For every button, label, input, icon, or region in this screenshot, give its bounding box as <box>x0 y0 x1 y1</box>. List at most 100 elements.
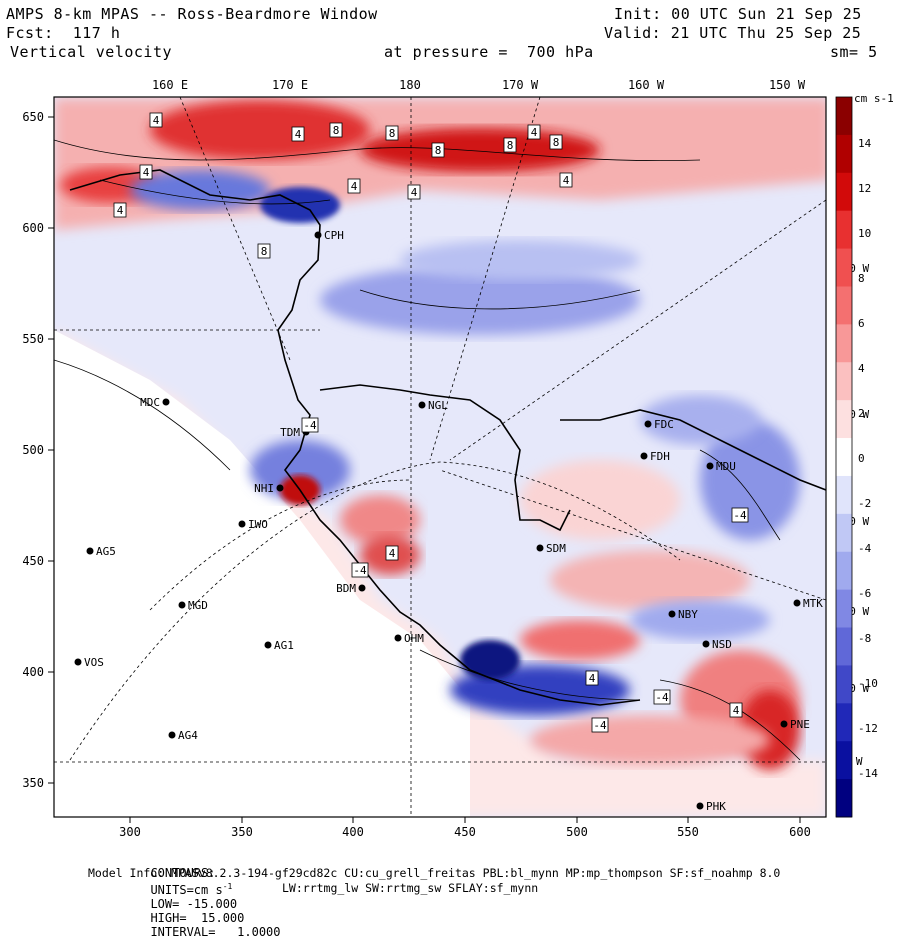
station-dot <box>536 544 544 552</box>
station-dot <box>780 720 788 728</box>
station-label: NGL <box>428 399 448 412</box>
low-value: LOW= -15.000 <box>150 897 238 911</box>
colorbar-segment <box>836 589 852 629</box>
colorbar-label: 2 <box>858 407 865 420</box>
station-dot <box>418 401 426 409</box>
station-label: PNE <box>790 718 810 731</box>
contour-box <box>527 124 541 140</box>
contour-value-boxes: 4 4 4 4 8 8 8 4 4 8 8 4 4 8 -4 -4 4 -4 4 -4 4 -4 <box>113 112 749 733</box>
colorbar-label: 10 <box>858 227 871 240</box>
colorbar-segment <box>836 703 852 742</box>
contours-label: CONTOURS: <box>150 866 216 880</box>
contour-box <box>503 137 517 153</box>
contour-box <box>257 243 271 259</box>
contour-box <box>139 164 153 180</box>
contour-box <box>113 202 127 218</box>
contour-box <box>291 126 305 142</box>
contour-box <box>351 562 369 578</box>
station-dot <box>394 634 402 642</box>
colorbar-label: -14 <box>858 767 878 780</box>
colorbar-label: -10 <box>858 677 878 690</box>
station-dot <box>264 641 272 649</box>
station-dot <box>314 231 322 239</box>
station-label: CPH <box>324 229 344 242</box>
contour-box <box>407 184 421 200</box>
contour-box-label: 4 <box>351 180 358 193</box>
contour-box <box>731 507 749 523</box>
contour-box <box>301 417 319 433</box>
contour-box-label: 4 <box>143 166 150 179</box>
high-value: HIGH= 15.000 <box>150 911 245 925</box>
station-label: IWO <box>248 518 268 531</box>
smoothing: sm= 5 <box>830 43 878 61</box>
station-dot <box>162 398 170 406</box>
colorbar-label: -2 <box>858 497 871 510</box>
colorbar-segment <box>836 513 852 553</box>
forecast-hour: Fcst: 117 h <box>6 24 121 42</box>
colorbar-label: 14 <box>858 137 872 150</box>
contour-box-label: 8 <box>333 124 340 137</box>
colorbar-segment <box>836 400 852 439</box>
contour-box <box>329 122 343 138</box>
contour-box-label: 4 <box>531 126 538 139</box>
units-label: UNITS=cm s <box>150 883 223 897</box>
field-shading <box>54 97 826 817</box>
station-dot <box>358 584 366 592</box>
station-label: MDU <box>716 460 736 473</box>
contour-box-label: -4 <box>733 509 747 522</box>
x-tick-label: 400 <box>342 825 364 839</box>
valid-time: Valid: 21 UTC Thu 25 Sep 25 <box>604 24 862 42</box>
top-axis-label: 150 W <box>769 78 806 92</box>
colorbar-segment <box>836 665 852 704</box>
station-label: SDM <box>546 542 566 555</box>
contour-box <box>385 125 399 141</box>
station-dot <box>793 599 801 607</box>
x-axis-ticks: 300 350 400 450 500 550 600 <box>119 817 811 839</box>
top-axis-label: 170 E <box>272 78 308 92</box>
colorbar-segment <box>836 627 852 666</box>
contour-box-label: 8 <box>389 127 396 140</box>
station-label: AG5 <box>96 545 116 558</box>
station-dot <box>178 601 186 609</box>
station-label: VOS <box>84 656 104 669</box>
colorbar-label: -4 <box>858 542 872 555</box>
units-exponent: -1 <box>222 882 233 891</box>
colorbar: cm s-1 14 12 10 8 6 4 2 0 -2 -4 -6 -8 -10 -12 -14 <box>835 92 894 818</box>
station-dot <box>86 547 94 555</box>
colorbar-label: 8 <box>858 272 865 285</box>
plot-frame <box>53 96 827 818</box>
colorbar-segment <box>836 362 852 401</box>
station-label: BDM <box>336 582 356 595</box>
station-label: FDC <box>654 418 674 431</box>
contour-box-label: 4 <box>117 204 124 217</box>
station-label: FDH <box>650 450 670 463</box>
station-dot <box>168 731 176 739</box>
contour-box-label: 4 <box>411 186 418 199</box>
colorbar-label: -12 <box>858 722 878 735</box>
contour-box <box>549 134 563 150</box>
colorbar-segment <box>836 324 852 363</box>
contour-box <box>585 670 599 686</box>
station-dot <box>668 610 676 618</box>
model-info-physics: LW:rrtmg_lw SW:rrtmg_sw SFLAY:sf_mynn <box>282 881 539 895</box>
station-dot <box>702 640 710 648</box>
colorbar-label: 6 <box>858 317 865 330</box>
contour-box <box>431 142 445 158</box>
colorbar-label: -6 <box>858 587 871 600</box>
contour-box-label: 4 <box>389 547 396 560</box>
contour-box <box>729 702 743 718</box>
colorbar-label: 12 <box>858 182 871 195</box>
y-tick-label: 500 <box>22 443 44 457</box>
colorbar-segment <box>836 475 852 515</box>
colorbar-segment <box>836 134 852 174</box>
contour-box-label: -4 <box>303 419 317 432</box>
contour-box-label: 4 <box>733 704 740 717</box>
station-label: PHK <box>706 800 726 813</box>
station-label: MTK <box>803 597 823 610</box>
interval-value: INTERVAL= 1.0000 <box>150 925 281 939</box>
graticule <box>54 97 826 817</box>
station-dot <box>696 802 704 810</box>
top-axis-ticks: 160 E 170 E 180 170 W 160 W 150 W <box>152 78 806 92</box>
station-dot <box>276 484 284 492</box>
contour-box <box>591 717 609 733</box>
